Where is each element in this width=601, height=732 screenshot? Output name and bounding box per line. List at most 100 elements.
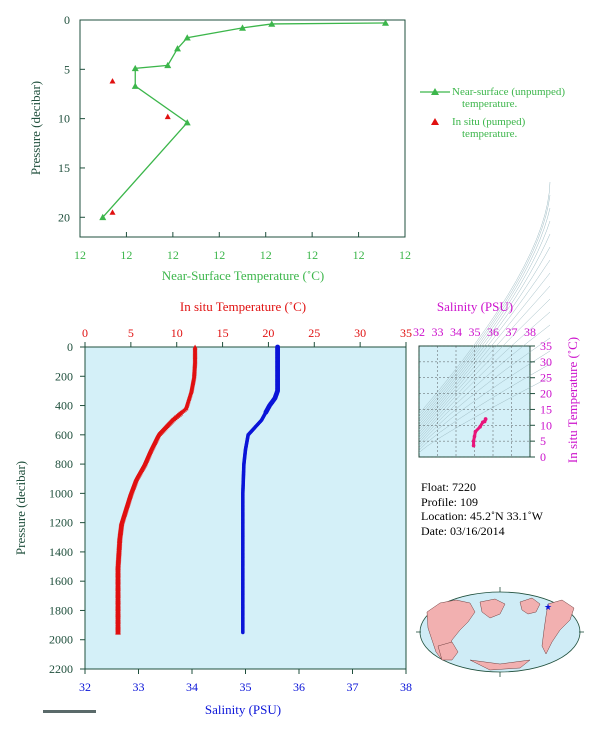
near-surface-y-ticks: 0 5 10 15 20	[58, 13, 85, 224]
density-contour	[418, 233, 551, 425]
near-surface-point	[131, 64, 139, 72]
near-surface-point	[131, 82, 139, 89]
ts-temp-tick-label: 25	[540, 371, 552, 385]
pressure-tick-label: 1000	[49, 486, 73, 500]
ts-sal-tick-label: 38	[524, 325, 536, 339]
near-surface-point	[183, 34, 191, 41]
density-contour	[418, 285, 551, 435]
density-contour	[418, 311, 551, 441]
legend-line-triangle	[431, 88, 439, 95]
profile-chart: 0 5 10 15 20 25 30 35 32 33 34 35 36 37 38 0 200 400 600…	[13, 299, 412, 717]
near-surface-point	[382, 19, 389, 26]
sal-tick-label: 33	[133, 680, 145, 694]
ts-sal-tick-label: 33	[432, 325, 444, 339]
footnote-mark	[43, 710, 96, 713]
in-situ-point	[164, 113, 171, 120]
ts-sal-tick-label: 34	[450, 325, 462, 339]
sal-tick-label: 37	[347, 680, 359, 694]
ts-temp-tick-label: 15	[540, 402, 552, 416]
ts-sal-tick-label: 32	[413, 325, 425, 339]
profile-y-axis-label: Pressure (decibar)	[13, 461, 28, 555]
density-contour	[418, 337, 551, 446]
density-contour	[418, 246, 551, 428]
sal-tick-label: 34	[186, 680, 198, 694]
float-id: Float: 7220	[421, 480, 477, 494]
pressure-tick-label: 1200	[49, 516, 73, 530]
pressure-tick-label: 600	[55, 428, 73, 442]
density-contour	[418, 350, 551, 448]
pressure-axis-ticks: 0 200 400 600 800 1000 1200 1400 1600 1800 2000 220…	[49, 340, 85, 676]
temperature-profile	[115, 344, 198, 635]
density-contour	[418, 194, 551, 417]
temperature-axis-label: In situ Temperature (˚C)	[180, 299, 306, 314]
temp-tick-label: 10	[171, 326, 183, 340]
density-contour	[418, 272, 551, 433]
temperature-axis-ticks: 0 5 10 15 20 25 30 35	[82, 326, 412, 347]
sal-tick-label: 32	[79, 680, 91, 694]
near-surface-x-ticks: 12 12 12 12 12 12 12 12	[74, 232, 411, 262]
density-contour	[418, 259, 551, 430]
in-situ-point	[109, 78, 116, 84]
temp-tick-label: 5	[128, 326, 134, 340]
x-tick-label: 12	[167, 248, 179, 262]
ts-sal-tick-label: 36	[487, 325, 499, 339]
ts-temp-tick-label: 30	[540, 355, 552, 369]
pressure-tick-label: 400	[55, 399, 73, 413]
near-surface-line	[102, 22, 386, 218]
float-location: Location: 45.2˚N 33.1˚W	[421, 509, 543, 523]
in-situ-point	[109, 209, 116, 215]
density-contour	[418, 298, 551, 438]
float-location-star-icon: ★	[544, 602, 552, 612]
ts-density-contours	[418, 181, 551, 454]
map-edge-ticks	[416, 587, 584, 677]
x-tick-label: 12	[306, 248, 318, 262]
world-map: ★	[416, 587, 584, 677]
y-tick-label: 0	[64, 13, 70, 27]
near-surface-y-axis-label: Pressure (decibar)	[28, 81, 43, 175]
pressure-tick-label: 200	[55, 369, 73, 383]
x-tick-label: 12	[74, 248, 86, 262]
pressure-tick-label: 1800	[49, 603, 73, 617]
ts-curve	[471, 417, 488, 448]
density-contour	[418, 207, 551, 420]
ts-sal-tick-label: 35	[469, 325, 481, 339]
float-info: Float: 7220 Profile: 109 Location: 45.2˚…	[421, 480, 543, 538]
legend-line-label-1: Near-surface (unpumped)	[452, 86, 566, 98]
density-contour	[418, 220, 551, 422]
near-surface-point	[239, 24, 246, 31]
legend-line-text: Near-surface (unpumped) temperature.	[452, 86, 601, 110]
near-surface-point	[174, 45, 181, 52]
legend-marker-triangle	[431, 118, 439, 125]
pressure-tick-label: 0	[67, 340, 73, 354]
near-surface-point	[183, 119, 191, 126]
ts-point	[473, 429, 478, 434]
ts-salinity-label: Salinity (PSU)	[437, 299, 513, 314]
map-land	[426, 597, 575, 671]
y-tick-label: 5	[64, 62, 70, 76]
ts-point	[471, 443, 476, 448]
x-tick-label: 12	[213, 248, 225, 262]
near-surface-plot-area	[79, 19, 406, 238]
salinity-axis-ticks: 32 33 34 35 36 37 38	[79, 669, 412, 694]
density-contour	[418, 181, 551, 415]
density-contour	[418, 324, 551, 443]
ts-point	[478, 425, 482, 429]
temp-tick-label: 20	[262, 326, 274, 340]
salinity-axis-label: Salinity (PSU)	[205, 702, 281, 717]
pressure-tick-label: 1600	[49, 574, 73, 588]
temp-tick-label: 15	[217, 326, 229, 340]
ts-sal-tick-label: 37	[506, 325, 518, 339]
temp-tick-label: 25	[308, 326, 320, 340]
ts-temp-tick-label: 0	[540, 450, 546, 464]
temp-tick-label: 30	[354, 326, 366, 340]
pressure-tick-label: 2200	[49, 662, 73, 676]
temperature-point	[115, 629, 121, 635]
y-tick-label: 20	[58, 210, 70, 224]
sal-tick-label: 35	[240, 680, 252, 694]
temp-tick-label: 0	[82, 326, 88, 340]
ts-point	[472, 434, 477, 439]
y-tick-label: 15	[58, 161, 70, 175]
